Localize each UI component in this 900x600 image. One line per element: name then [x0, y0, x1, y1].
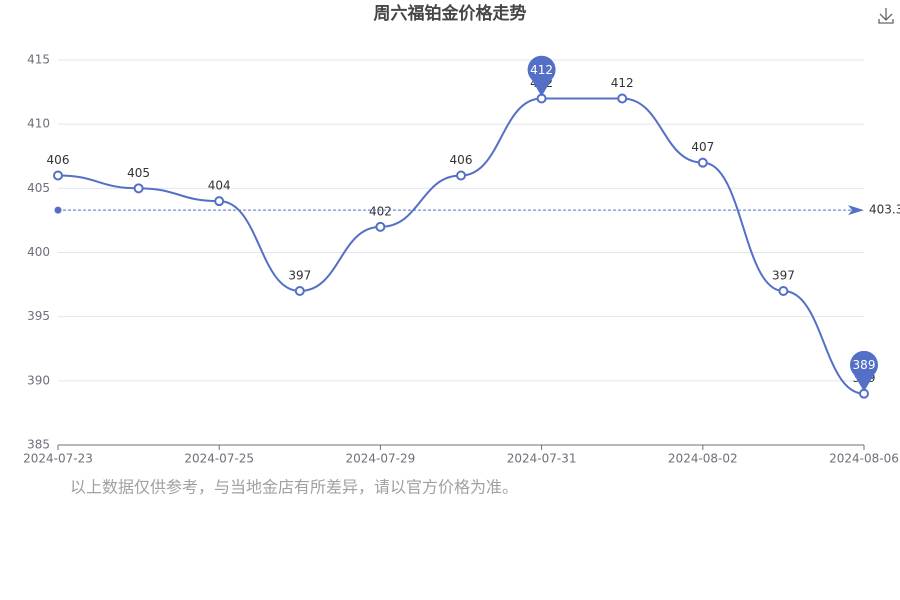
data-label: 404: [208, 179, 231, 193]
data-label: 412: [611, 76, 634, 90]
x-tick-label: 2024-07-25: [184, 452, 254, 466]
line: [57, 97, 865, 395]
y-tick-label: 385: [27, 438, 50, 452]
data-label: 405: [127, 166, 150, 180]
y-tick-label: 390: [27, 373, 50, 387]
y-tick-label: 405: [27, 181, 50, 195]
point: [697, 157, 708, 168]
data-label: 397: [772, 269, 795, 283]
point: [375, 221, 386, 232]
point: [778, 286, 789, 296]
mark-point: [527, 55, 556, 97]
point: [214, 196, 225, 207]
mark-line-arrow: [848, 205, 864, 216]
chart-title: 周六福铂金价格走势: [374, 3, 527, 24]
y-tick-label: 410: [27, 117, 50, 131]
x-tick-label: 2024-07-31: [507, 452, 577, 466]
mark-line-label: 403.3: [869, 203, 900, 217]
x-tick-label: 2024-07-23: [23, 452, 93, 466]
y-tick-label: 395: [27, 309, 50, 323]
point: [53, 170, 63, 181]
point: [294, 286, 305, 296]
data-label: 406: [47, 153, 70, 167]
mark-point: [850, 350, 879, 392]
x-tick-label: 2024-08-02: [668, 452, 738, 466]
mark-point-label: 412: [530, 63, 553, 77]
data-label: 407: [691, 140, 714, 154]
point: [133, 183, 144, 194]
point: [456, 170, 466, 181]
note: 以上数据仅供参考，与当地金店有所差异，请以官方价格为准。: [70, 478, 518, 497]
y-tick-label: 400: [27, 245, 50, 259]
download-icon[interactable]: [878, 8, 894, 24]
data-label: 397: [288, 269, 311, 283]
x-tick-label: 2024-08-06: [829, 452, 899, 466]
data-label: 406: [450, 153, 473, 167]
x-tick-label: 2024-07-29: [346, 452, 416, 466]
mark-point-label: 389: [853, 358, 876, 372]
point: [617, 93, 628, 104]
data-label: 402: [369, 204, 392, 218]
y-tick-label: 415: [27, 53, 50, 67]
